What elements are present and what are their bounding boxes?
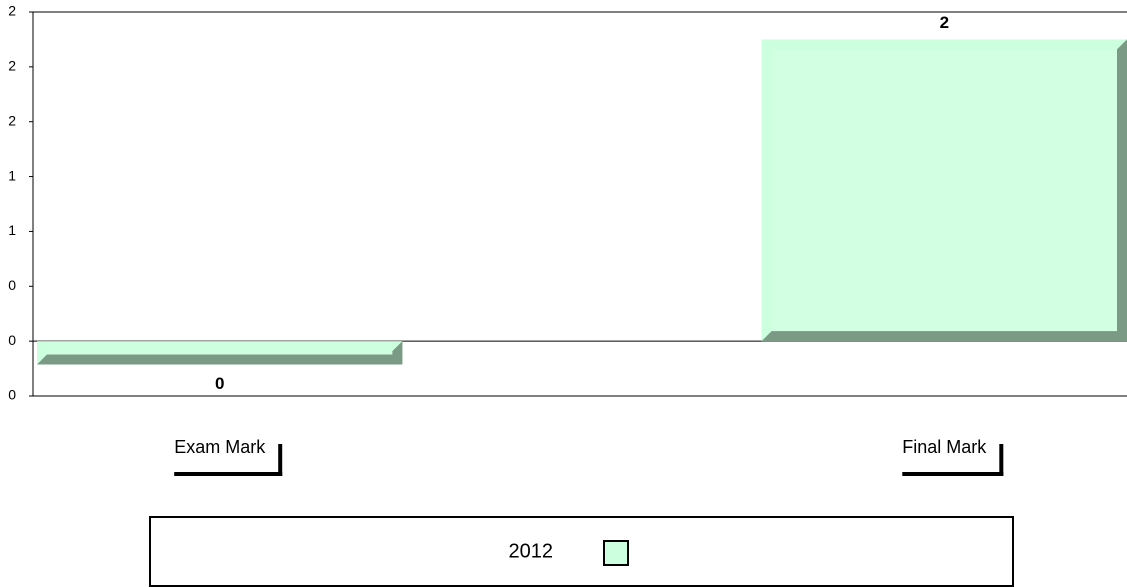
y-tick-label: 1 [8, 222, 16, 238]
value-label: 2 [940, 13, 949, 32]
x-tick-label: Exam Mark [174, 437, 266, 457]
y-tick-label: 0 [8, 387, 16, 403]
y-tick-label: 2 [8, 3, 16, 19]
x-tick-label: Final Mark [902, 437, 987, 457]
y-tick-label: 2 [8, 112, 16, 128]
value-label: 0 [215, 374, 224, 393]
y-tick-label: 0 [8, 277, 16, 293]
legend-label: 2012 [509, 540, 554, 562]
bar-bevel [37, 341, 403, 365]
bar-face [47, 351, 393, 355]
legend-box [149, 516, 1014, 587]
y-tick-label: 2 [8, 58, 16, 74]
legend-swatch [603, 540, 629, 566]
y-tick-label: 1 [8, 167, 16, 183]
y-tick-label: 0 [8, 332, 16, 348]
bar-face [771, 49, 1117, 332]
